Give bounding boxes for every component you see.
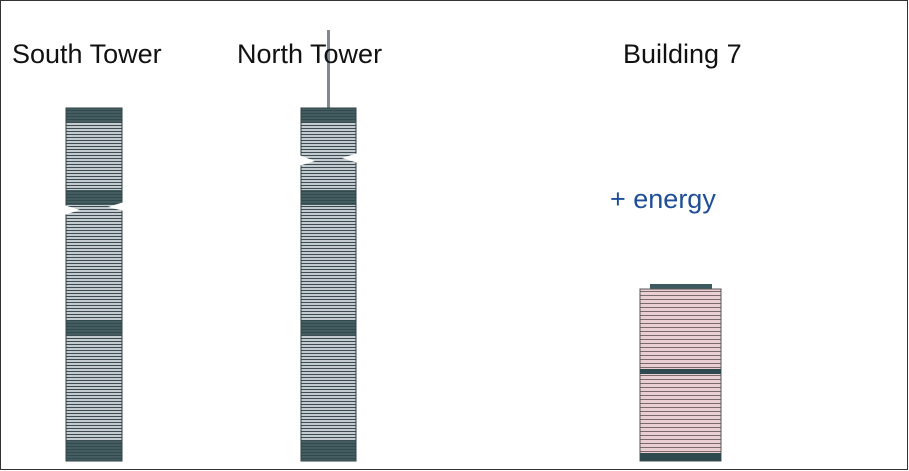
north-tower xyxy=(299,30,358,462)
annotation: + energy xyxy=(610,184,716,214)
building-label: Building 7 xyxy=(623,39,742,69)
south-tower xyxy=(64,107,124,462)
building-label: North Tower xyxy=(237,39,382,69)
building-7 xyxy=(639,284,722,462)
building-label: South Tower xyxy=(12,39,162,69)
